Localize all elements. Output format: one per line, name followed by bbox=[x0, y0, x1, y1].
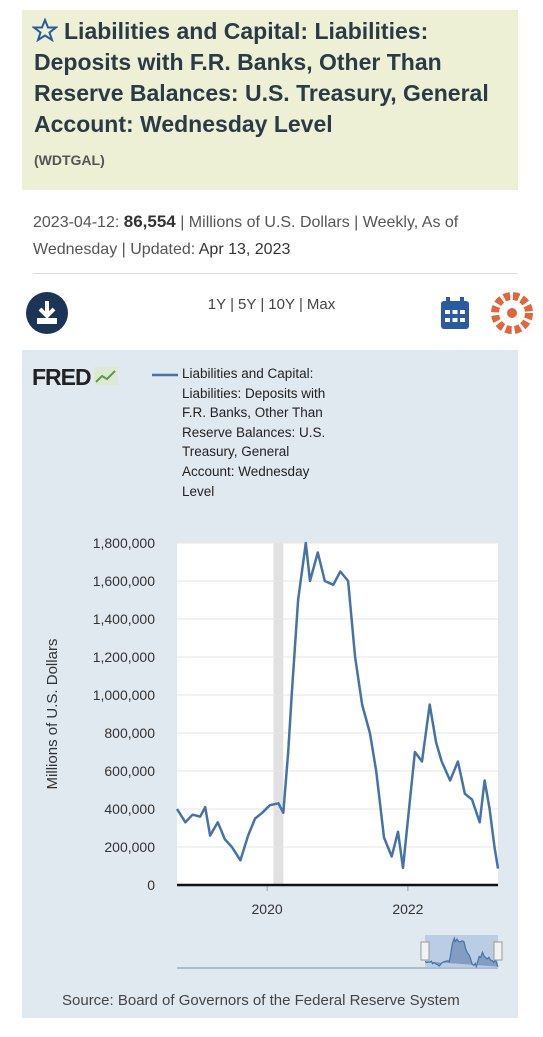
range-separator: | bbox=[298, 296, 303, 313]
legend-swatch bbox=[152, 373, 178, 377]
series-meta: 2023-04-12: 86,554 | Millions of U.S. Do… bbox=[33, 208, 473, 263]
range-option[interactable]: 5Y bbox=[238, 296, 257, 313]
settings-icon[interactable] bbox=[490, 290, 543, 336]
source: Source: Board of Governors of the Federa… bbox=[62, 992, 460, 1009]
updated-date: Apr 13, 2023 bbox=[198, 241, 291, 258]
y-tick-label: 600,000 bbox=[104, 763, 155, 779]
logo-icon bbox=[93, 367, 118, 385]
y-tick-label: 1,400,000 bbox=[93, 611, 155, 627]
navigator-handle[interactable] bbox=[493, 941, 503, 961]
divider bbox=[33, 273, 518, 274]
range-option[interactable]: 10Y bbox=[268, 296, 295, 313]
title-box: Liabilities and Capital: Liabilities: De… bbox=[22, 10, 518, 190]
legend-entry[interactable]: Liabilities and Capital: Liabilities: De… bbox=[182, 366, 326, 499]
obs-value: 86,554 bbox=[123, 212, 176, 231]
y-tick-label: 800,000 bbox=[104, 725, 155, 741]
plot-area bbox=[177, 543, 498, 885]
fred-logo[interactable]: FRED bbox=[32, 364, 118, 391]
x-tick-label: 2022 bbox=[392, 901, 423, 917]
range-separator: | bbox=[260, 296, 265, 313]
title-text: Liabilities and Capital: Liabilities: De… bbox=[34, 18, 489, 137]
y-tick-label: 0 bbox=[147, 877, 155, 893]
y-tick-label: 200,000 bbox=[104, 839, 155, 855]
y-axis-label: Millions of U.S. Dollars bbox=[44, 639, 61, 790]
navigator-line bbox=[424, 936, 499, 969]
y-tick-label: 1,800,000 bbox=[93, 535, 155, 551]
range-options: 1Y | 5Y | 10Y | Max bbox=[0, 296, 543, 313]
obs-date: 2023-04-12: bbox=[33, 214, 120, 231]
y-tick-label: 400,000 bbox=[104, 801, 155, 817]
range-separator: | bbox=[230, 296, 235, 313]
range-option[interactable]: Max bbox=[306, 296, 336, 313]
calendar-icon[interactable] bbox=[440, 296, 470, 330]
y-tick-label: 1,600,000 bbox=[93, 573, 155, 589]
meta-details: | Millions of U.S. Dollars | Weekly, As … bbox=[33, 214, 459, 258]
data-line bbox=[175, 541, 500, 870]
download-icon[interactable] bbox=[25, 291, 69, 335]
range-option[interactable]: 1Y bbox=[207, 296, 227, 313]
y-tick-label: 1,200,000 bbox=[93, 649, 155, 665]
x-tick-label: 2020 bbox=[252, 901, 283, 917]
logo-text: FRED bbox=[32, 364, 92, 390]
series-id: (WDTGAL) bbox=[34, 152, 105, 168]
star-icon[interactable] bbox=[32, 18, 58, 42]
y-tick-label: 1,000,000 bbox=[93, 687, 155, 703]
recession-shading bbox=[273, 543, 284, 885]
series-title: Liabilities and Capital: Liabilities: De… bbox=[34, 16, 514, 140]
navigator-handle[interactable] bbox=[420, 941, 430, 961]
